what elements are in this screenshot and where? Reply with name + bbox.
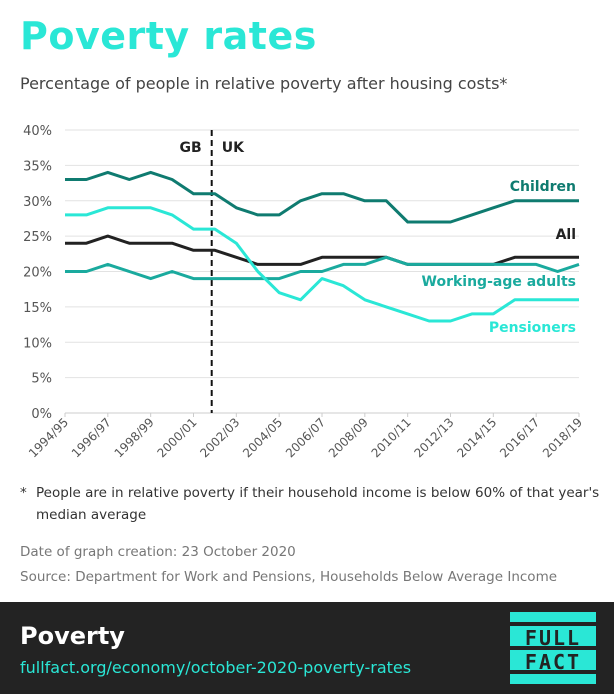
series-label-working-age-adults: Working-age adults bbox=[422, 274, 576, 290]
logo-text-fact: FACT bbox=[524, 650, 582, 674]
creation-date: Date of graph creation: 23 October 2020 bbox=[20, 544, 296, 560]
y-tick-label: 15% bbox=[23, 301, 52, 316]
y-tick-label: 40% bbox=[23, 124, 52, 139]
x-tick-label: 2004/05 bbox=[240, 415, 285, 460]
footer-link[interactable]: fullfact.org/economy/october-2020-povert… bbox=[20, 658, 412, 677]
logo-bar bbox=[510, 650, 596, 670]
y-tick-label: 5% bbox=[31, 372, 52, 387]
x-tick-label: 2006/07 bbox=[283, 415, 328, 460]
x-tick-label: 2000/01 bbox=[154, 415, 199, 460]
y-tick-label: 20% bbox=[23, 266, 52, 281]
x-tick-label: 2018/19 bbox=[540, 415, 585, 460]
divider-label-uk: UK bbox=[222, 140, 245, 156]
line-chart: 0%5%10%15%20%25%30%35%40%1994/951996/971… bbox=[23, 124, 585, 460]
x-tick-label: 1998/99 bbox=[112, 415, 157, 460]
full-fact-logo[interactable]: FULL FACT bbox=[510, 610, 596, 686]
series-line-working-age-adults bbox=[65, 255, 580, 281]
series-line-children bbox=[65, 170, 579, 224]
series-line-all bbox=[65, 234, 579, 266]
x-tick-label: 2012/13 bbox=[411, 415, 456, 460]
footer-bar: Poverty fullfact.org/economy/october-202… bbox=[0, 602, 614, 694]
y-tick-label: 0% bbox=[31, 407, 52, 422]
x-tick-label: 1996/97 bbox=[69, 415, 114, 460]
y-tick-label: 35% bbox=[23, 159, 52, 174]
chart-subtitle: Percentage of people in relative poverty… bbox=[20, 74, 508, 93]
x-tick-label: 2014/15 bbox=[454, 415, 499, 460]
x-tick-label: 2016/17 bbox=[497, 415, 542, 460]
series-line-pensioners bbox=[65, 206, 579, 323]
y-tick-label: 30% bbox=[23, 195, 52, 210]
logo-bar bbox=[510, 612, 596, 622]
series-label-pensioners: Pensioners bbox=[489, 320, 576, 336]
logo-bar bbox=[510, 626, 596, 646]
y-tick-label: 10% bbox=[23, 336, 52, 351]
x-tick-label: 2010/11 bbox=[369, 415, 414, 460]
series-label-all: All bbox=[556, 227, 576, 243]
x-tick-label: 2008/09 bbox=[326, 415, 371, 460]
source-note: Source: Department for Work and Pensions… bbox=[20, 569, 558, 585]
footnote-marker: * bbox=[20, 485, 27, 501]
x-tick-label: 2002/03 bbox=[197, 415, 242, 460]
divider-label-gb: GB bbox=[180, 140, 202, 156]
page-title: Poverty rates bbox=[20, 14, 317, 58]
y-tick-label: 25% bbox=[23, 230, 52, 245]
logo-bar bbox=[510, 674, 596, 684]
footnote-text: People are in relative poverty if their … bbox=[36, 485, 600, 523]
footer-title: Poverty bbox=[20, 622, 125, 650]
footnote: * People are in relative poverty if thei… bbox=[20, 482, 600, 526]
series-label-children: Children bbox=[510, 179, 576, 195]
logo-text-full: FULL bbox=[524, 626, 582, 650]
